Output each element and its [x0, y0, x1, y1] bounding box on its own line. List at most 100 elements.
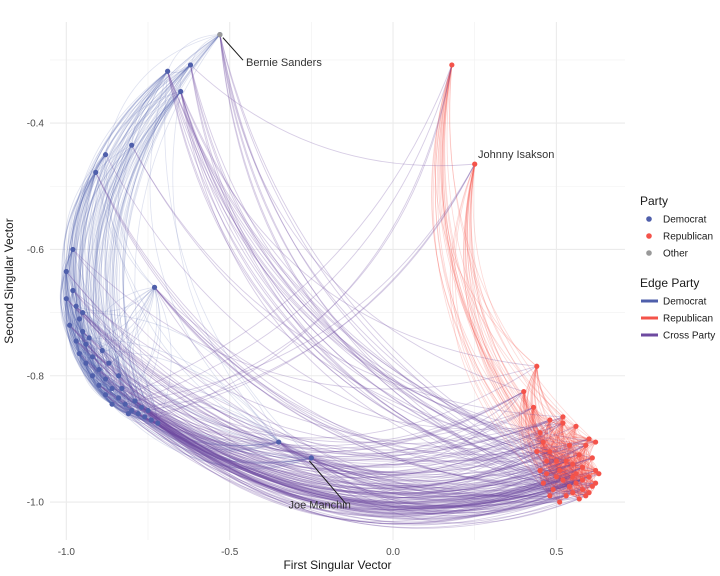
edge	[154, 287, 596, 485]
edge	[549, 451, 583, 468]
democrat-point	[116, 373, 122, 379]
edge	[65, 271, 560, 503]
edge	[442, 64, 583, 490]
edge	[75, 305, 550, 498]
edge	[98, 385, 145, 418]
edge	[549, 451, 567, 497]
edge	[134, 400, 577, 513]
edge	[81, 172, 142, 408]
edge	[540, 419, 551, 496]
edge	[68, 249, 119, 377]
edge	[278, 441, 583, 507]
edge	[85, 362, 119, 377]
democrat-point	[63, 268, 69, 275]
edge	[154, 287, 537, 456]
edge	[137, 413, 560, 516]
edge	[105, 34, 220, 155]
edge	[536, 366, 590, 478]
edge	[134, 163, 476, 402]
democrat-point	[96, 382, 102, 388]
edge	[79, 34, 221, 332]
edge	[546, 460, 580, 500]
republican-point	[570, 474, 576, 480]
republican-point	[576, 496, 582, 502]
edge	[115, 64, 191, 421]
edge	[71, 290, 129, 414]
edge	[85, 34, 221, 338]
edge	[84, 172, 149, 411]
edge	[85, 344, 122, 389]
edge	[549, 479, 583, 497]
edge	[144, 416, 596, 509]
republican-point	[583, 442, 589, 448]
edge	[432, 64, 551, 497]
edge	[144, 416, 577, 473]
edge	[523, 391, 541, 433]
edge	[60, 271, 77, 342]
edge	[157, 422, 560, 529]
edge	[548, 416, 564, 452]
edge	[583, 457, 593, 496]
edge	[74, 64, 191, 319]
edge	[79, 353, 142, 408]
edge	[109, 91, 182, 411]
republican-point	[563, 493, 569, 499]
edge	[542, 419, 554, 490]
edge	[85, 362, 538, 439]
edge	[105, 91, 181, 155]
edge	[89, 337, 139, 414]
edge	[465, 164, 538, 452]
edge	[141, 406, 583, 501]
edge	[75, 70, 168, 338]
edge	[219, 34, 564, 481]
edge	[131, 64, 191, 146]
edge	[128, 64, 453, 415]
annotation-label: Johnny Isakson	[478, 149, 554, 161]
edge	[76, 154, 106, 380]
edge	[89, 91, 181, 357]
y-axis-title: Second Singular Vector	[2, 218, 16, 343]
edge	[75, 340, 100, 370]
edge	[278, 422, 564, 474]
democrat-point	[86, 335, 92, 341]
edge	[157, 422, 279, 451]
edge	[105, 394, 142, 409]
edge	[122, 64, 191, 424]
democrat-point	[148, 417, 154, 423]
edge	[79, 353, 132, 411]
edge	[549, 451, 590, 478]
edge	[144, 416, 586, 495]
edge	[92, 64, 191, 370]
edge	[122, 91, 182, 411]
edge	[105, 378, 564, 460]
democrat-point	[80, 309, 86, 316]
edge	[542, 463, 573, 484]
edge	[546, 425, 577, 462]
edge	[65, 271, 110, 364]
edge	[98, 71, 168, 376]
edge	[71, 306, 87, 364]
edge	[94, 91, 181, 389]
edge	[278, 391, 525, 455]
democrat-point	[135, 411, 141, 417]
edge	[147, 410, 600, 523]
ticks: -1.0 -0.5 0.0 0.5 -0.4 -0.6 -0.8 -1.0	[27, 119, 564, 558]
edge	[91, 356, 113, 405]
edge	[278, 441, 312, 459]
edge	[549, 436, 590, 452]
edge	[543, 477, 593, 487]
edge	[134, 400, 580, 482]
edge	[111, 403, 577, 511]
edge	[102, 350, 280, 443]
annotation-label: Bernie Sanders	[246, 57, 322, 69]
edge	[92, 356, 567, 496]
edge	[65, 271, 136, 402]
edge	[553, 488, 580, 500]
edge	[467, 164, 564, 424]
edge	[131, 410, 547, 486]
edge	[154, 287, 172, 424]
edge	[543, 472, 590, 484]
edge	[579, 454, 593, 487]
edge	[72, 70, 168, 354]
edge	[523, 391, 599, 475]
